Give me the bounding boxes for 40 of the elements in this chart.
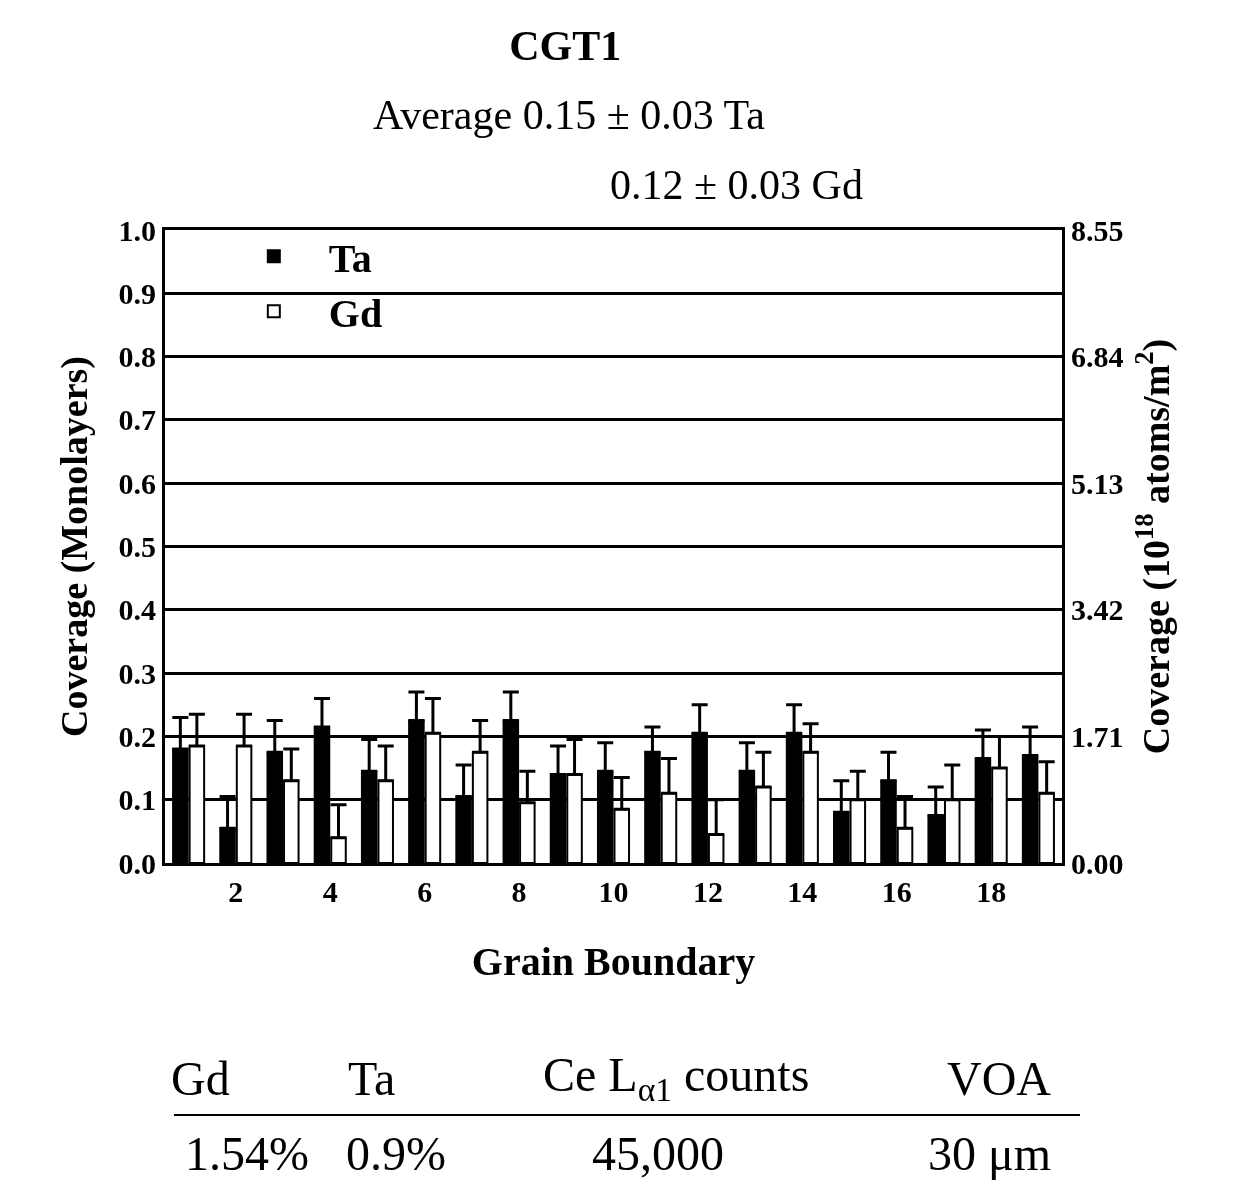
x-axis-title: Grain Boundary [471,938,756,984]
y2-tick-label: 0.00 [1071,846,1124,880]
y-tick-label: 0.5 [118,530,156,563]
text: VOA [947,1052,1052,1105]
y2-tick-label: 8.55 [1071,213,1124,247]
chart-subtitle: Average 0.15 ± 0.03 Ta 0.12 ± 0.03 Gd [373,92,863,208]
legend-label: Ta [328,235,372,281]
y-tick-label: 0.2 [118,719,156,753]
x-tick-label: 12 [692,875,723,908]
y2-tick-label: 5.13 [1071,466,1124,500]
text: Ce L$_{α1}$ counts [543,1048,810,1109]
text: 45,000 [592,1127,724,1180]
legend-label: Gd [328,290,383,336]
y2-tick-label: 6.84 [1071,340,1124,374]
x-tick-label: 6 [417,875,433,908]
y-tick-label: 0.4 [118,593,156,627]
y-tick-label: 0.3 [118,656,156,690]
x-tick-label: 4 [322,875,338,908]
y-tick-label: 1.0 [118,213,156,247]
text: 0.9% [346,1127,446,1180]
y-tick-label: 0.8 [118,340,156,374]
text: 1.54% [185,1127,309,1180]
chart-title: CGT1 [509,22,622,69]
text: Gd [171,1052,230,1105]
x-tick-label: 8 [511,875,527,908]
x-tick-label: 18 [976,875,1007,908]
text: Ta [348,1052,396,1105]
y2-tick-label: 3.42 [1071,593,1124,627]
y-axis-title: Coverage (Monolayers) [52,356,96,737]
x-tick-label: 10 [598,875,629,908]
y-tick-label: 0.9 [118,276,156,310]
y-tick-label: 0.6 [118,466,156,500]
y2-tick-label: 1.71 [1071,719,1124,753]
y-tick-label: 0.0 [118,846,156,880]
y-tick-label: 0.1 [118,783,156,817]
x-tick-label: 16 [881,875,912,908]
text: 30 μm [928,1127,1052,1180]
y-tick-label: 0.7 [118,403,156,437]
x-tick-label: 2 [228,875,244,908]
x-tick-label: 14 [787,875,818,908]
